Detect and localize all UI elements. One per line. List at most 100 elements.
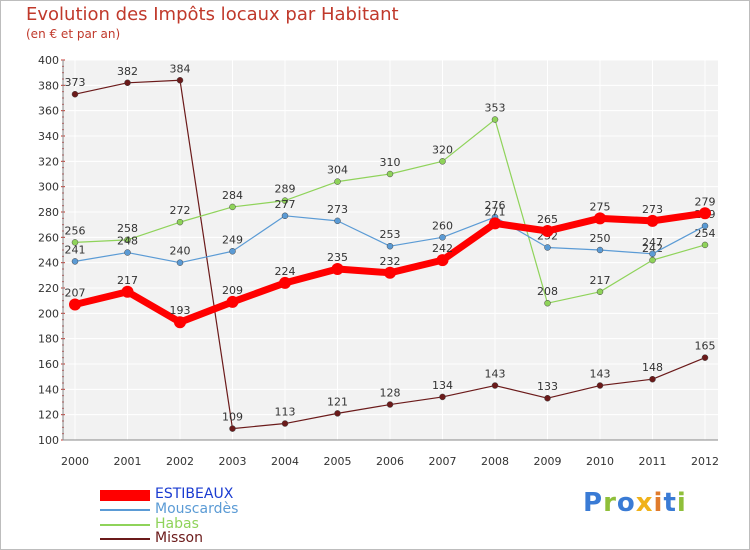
data-label-habas: 217	[590, 274, 611, 287]
logo-letter: x	[635, 488, 654, 518]
data-label-misson: 148	[642, 361, 663, 374]
legend-swatch-estibeaux	[100, 490, 150, 501]
data-point-habas	[281, 197, 289, 204]
x-tick-label: 2006	[376, 455, 404, 468]
data-label-misson: 113	[275, 406, 296, 419]
proxiti-logo: Proxiti	[583, 488, 687, 518]
data-label-habas: 208	[537, 285, 558, 298]
data-label-habas: 272	[170, 204, 191, 217]
data-point-misson	[386, 401, 394, 408]
data-label-misson: 121	[327, 395, 348, 408]
data-label-estibeaux: 273	[642, 203, 663, 216]
data-label-estibeaux: 235	[327, 251, 348, 264]
data-point-mouscardes	[334, 217, 341, 225]
series-misson: 373 382 384 109 113 121 128 134 143 133 143 148 165	[65, 62, 716, 432]
data-label-estibeaux: 265	[537, 213, 558, 226]
data-label-estibeaux: 217	[117, 274, 138, 287]
legend-swatch-misson	[100, 538, 150, 540]
data-label-misson: 109	[222, 411, 243, 424]
logo-letter: P	[583, 488, 604, 518]
data-point-misson	[124, 79, 131, 87]
x-tick-label: 2000	[61, 455, 89, 468]
data-point-estibeaux	[594, 212, 606, 225]
data-point-misson	[701, 354, 709, 361]
data-label-mouscardes: 249	[222, 233, 243, 246]
data-point-estibeaux	[384, 266, 396, 279]
data-point-habas	[701, 241, 709, 249]
data-label-misson: 373	[65, 76, 86, 89]
legend-label-estibeaux: ESTIBEAUX	[155, 486, 234, 502]
data-label-mouscardes: 247	[642, 236, 663, 249]
x-tick-label: 2007	[429, 455, 457, 468]
data-point-habas	[176, 218, 184, 226]
data-label-mouscardes: 253	[380, 228, 401, 241]
data-point-habas	[386, 170, 394, 178]
data-point-estibeaux	[226, 295, 239, 308]
data-label-mouscardes: 248	[117, 235, 138, 248]
x-tick-label: 2001	[114, 455, 142, 468]
x-tick-label: 2008	[481, 455, 509, 468]
series-habas: 256 258 272 284 289 304 310 320 353 208 217 242 254	[65, 102, 716, 307]
data-point-mouscardes	[386, 242, 394, 250]
y-tick-label: 400	[38, 54, 59, 67]
logo-letter: i	[653, 488, 664, 518]
logo-letter: o	[616, 488, 636, 518]
data-label-misson: 382	[117, 65, 138, 78]
data-point-habas	[649, 256, 656, 264]
data-label-estibeaux: 209	[222, 284, 243, 297]
data-point-mouscardes	[701, 222, 709, 230]
data-point-habas	[71, 239, 79, 246]
data-point-misson	[491, 382, 499, 389]
y-tick-label: 300	[38, 181, 59, 194]
data-point-mouscardes	[281, 212, 289, 220]
data-point-mouscardes	[124, 249, 131, 256]
data-label-mouscardes: 240	[170, 245, 191, 258]
data-label-habas: 258	[117, 222, 138, 235]
data-point-estibeaux	[489, 217, 501, 230]
y-tick-label: 320	[38, 155, 59, 168]
y-tick-label: 240	[38, 257, 59, 270]
data-label-mouscardes: 277	[275, 198, 296, 211]
data-point-mouscardes	[176, 259, 184, 266]
data-label-habas: 256	[65, 224, 86, 237]
data-label-misson: 143	[485, 368, 506, 381]
y-tick-label: 220	[38, 282, 59, 295]
y-tick-label: 280	[38, 206, 59, 219]
data-point-habas	[334, 178, 341, 185]
data-point-misson	[71, 90, 79, 98]
chart-title: Evolution des Impôts locaux par Habitant	[26, 4, 399, 25]
x-tick-label: 2002	[166, 455, 194, 468]
data-point-estibeaux	[699, 207, 711, 220]
x-tick-label: 2005	[324, 455, 352, 468]
data-label-mouscardes: 250	[590, 232, 611, 245]
data-point-estibeaux	[121, 285, 134, 298]
legend-label-habas: Habas	[155, 516, 199, 532]
logo-letter: i	[676, 488, 687, 518]
x-tick-label: 2012	[691, 455, 719, 468]
y-tick-label: 100	[38, 434, 59, 447]
series-estibeaux: 207 217 193 209 224 235 232 242 271 265 275 273 279	[65, 195, 716, 329]
data-label-misson: 143	[590, 368, 611, 381]
data-label-estibeaux: 271	[485, 205, 506, 218]
data-point-mouscardes	[544, 244, 551, 251]
x-tick-label: 2010	[586, 455, 614, 468]
data-point-habas	[491, 116, 499, 123]
data-point-misson	[229, 425, 236, 432]
data-label-estibeaux: 275	[590, 200, 611, 213]
data-point-misson	[176, 77, 184, 84]
data-label-habas: 310	[380, 156, 401, 169]
logo-letter: t	[663, 488, 677, 518]
data-point-habas	[439, 158, 446, 165]
data-label-estibeaux: 279	[695, 195, 716, 208]
chart-subtitle: (en € et par an)	[26, 27, 121, 41]
data-point-estibeaux	[279, 276, 291, 289]
data-point-mouscardes	[229, 248, 236, 255]
data-point-mouscardes	[71, 258, 79, 265]
data-point-habas	[544, 299, 551, 307]
data-point-habas	[596, 288, 604, 296]
data-point-misson	[596, 382, 604, 389]
data-point-mouscardes	[649, 250, 656, 258]
x-tick-label: 2003	[219, 455, 247, 468]
data-point-estibeaux	[541, 225, 554, 237]
